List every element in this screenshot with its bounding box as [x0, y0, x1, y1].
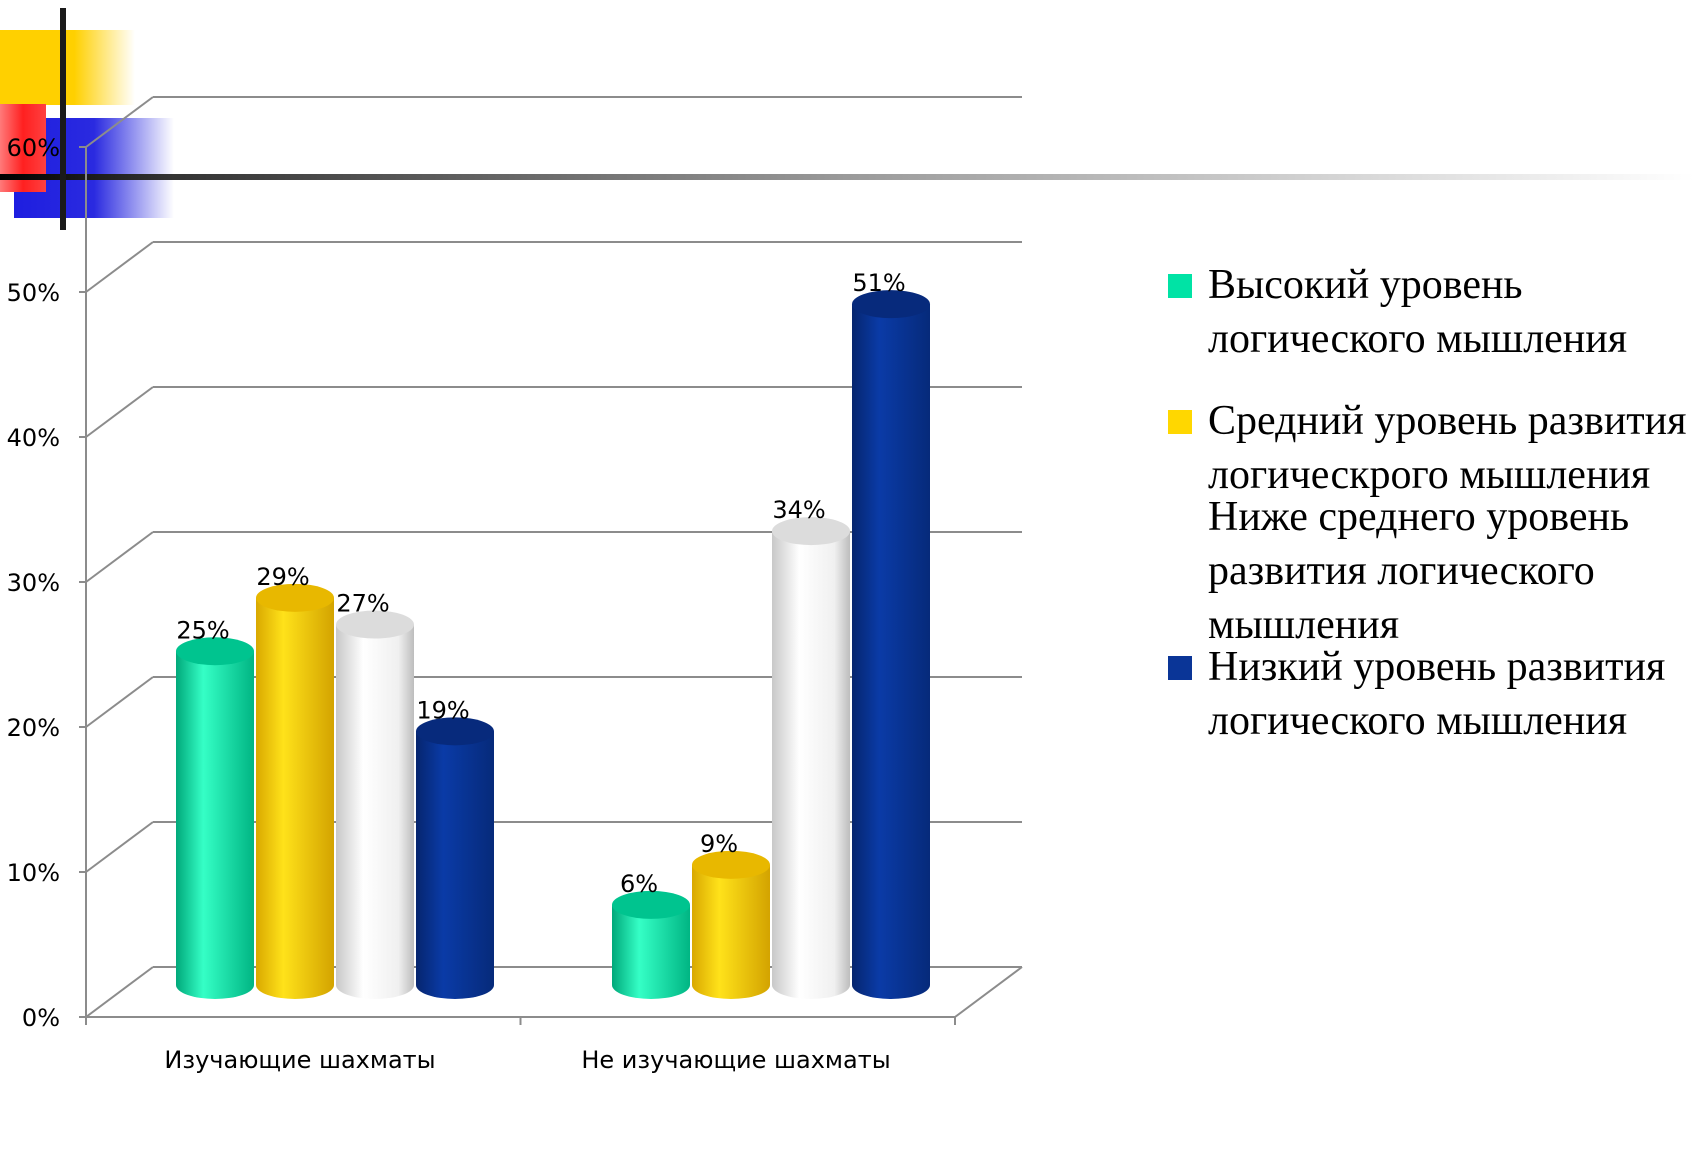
- legend-label-high: Высокий уровень логического мышления: [1208, 262, 1628, 362]
- legend-item-low: Низкий уровень развития логического мышл…: [1168, 640, 1688, 748]
- deco-yellow-square: [0, 30, 135, 105]
- chart-labels: 25% 29% 27% 19% 6% 9% 34% 51%: [176, 269, 905, 898]
- gridline-diagonal: [85, 386, 154, 438]
- data-label: 9%: [700, 830, 738, 858]
- y-tick-label: 0%: [22, 1004, 60, 1032]
- legend-swatch-below-medium: [1168, 506, 1192, 530]
- x-category-label: Изучающие шахматы: [164, 1046, 435, 1074]
- bar: [256, 583, 334, 999]
- bar: [612, 890, 690, 999]
- gridline-diagonal: [85, 966, 154, 1018]
- x-category-label: Не изучающие шахматы: [581, 1046, 890, 1074]
- legend-swatch-high: [1168, 274, 1192, 298]
- deco-vertical-line: [60, 8, 66, 230]
- legend-label-medium: Средний уровень развития логическрого мы…: [1208, 398, 1687, 498]
- legend-label-low: Низкий уровень развития логического мышл…: [1208, 644, 1666, 744]
- y-tick-label: 60%: [7, 134, 60, 162]
- chart-legend: Высокий уровень логического мышления Сре…: [1168, 258, 1688, 748]
- y-tick-label: 50%: [7, 279, 60, 307]
- bar: [416, 717, 494, 999]
- y-tick-label: 10%: [7, 859, 60, 887]
- gridline-diagonal: [85, 821, 154, 873]
- data-label: 34%: [772, 496, 825, 524]
- bar: [852, 290, 930, 999]
- legend-label-below-medium: Ниже среднего уровень развития логическо…: [1208, 494, 1630, 648]
- y-tick-label: 20%: [7, 714, 60, 742]
- legend-item-high: Высокий уровень логического мышления: [1168, 258, 1688, 366]
- data-label: 25%: [176, 616, 229, 644]
- data-label: 27%: [336, 590, 389, 618]
- legend-swatch-low: [1168, 656, 1192, 680]
- chart-axes: 0% 10% 20% 30% 40% 50% 60% Изучающие шахматы Не …: [7, 134, 1023, 1074]
- y-tick-label: 30%: [7, 569, 60, 597]
- bar: [176, 637, 254, 999]
- gridline-diagonal: [85, 241, 154, 293]
- data-label: 51%: [852, 269, 905, 297]
- gridline-diagonal: [85, 531, 154, 583]
- bar: [692, 850, 770, 999]
- data-label: 29%: [256, 563, 309, 591]
- gridline-diagonal: [85, 96, 154, 148]
- chart-bars: [176, 290, 930, 999]
- bar: [772, 517, 850, 999]
- data-label: 6%: [620, 870, 658, 898]
- legend-item-below-medium: Ниже среднего уровень развития логическо…: [1168, 490, 1688, 652]
- floor-right-edge: [954, 966, 1023, 1018]
- legend-swatch-medium: [1168, 410, 1192, 434]
- deco-horizontal-line: [0, 174, 1694, 180]
- gridline-diagonal: [85, 676, 154, 728]
- bar: [336, 610, 414, 999]
- y-tick-label: 40%: [7, 424, 60, 452]
- data-label: 19%: [416, 696, 469, 724]
- legend-item-medium: Средний уровень развития логическрого мы…: [1168, 394, 1688, 502]
